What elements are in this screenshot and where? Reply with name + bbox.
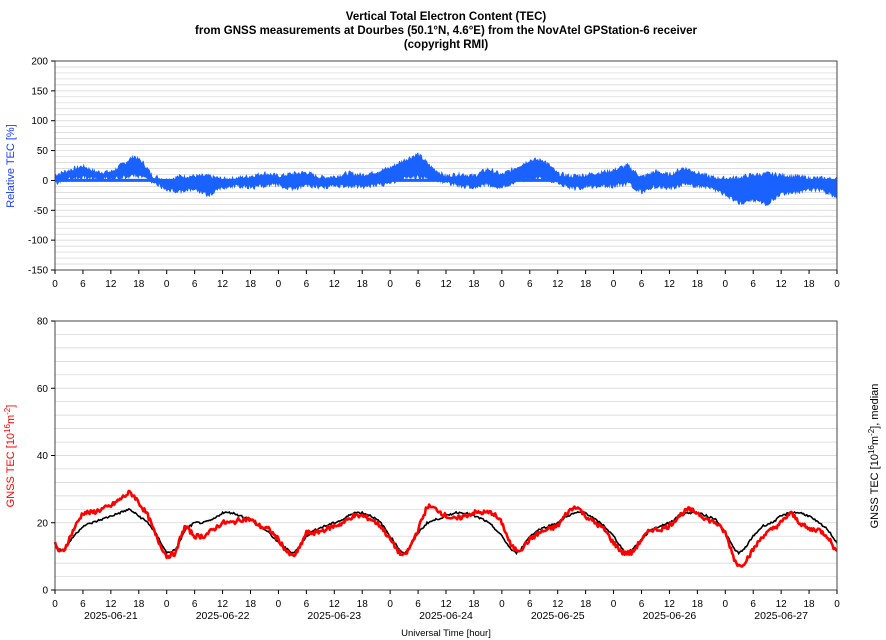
bottom-x-tick-label: 18 (468, 599, 480, 610)
top-x-tick-label: 6 (304, 279, 310, 290)
top-x-tick-label: 18 (580, 279, 592, 290)
bottom-x-tick-label: 0 (164, 599, 170, 610)
top-x-tick-label: 0 (723, 279, 729, 290)
date-label: 2025-06-21 (84, 610, 138, 622)
top-x-tick-label: 12 (664, 279, 676, 290)
date-label: 2025-06-27 (754, 610, 808, 622)
date-label: 2025-06-24 (419, 610, 473, 622)
top-x-tick-label: 18 (804, 279, 816, 290)
top-x-tick-label: 18 (357, 279, 369, 290)
top-x-tick-label: 18 (468, 279, 480, 290)
bottom-x-tick-label: 6 (192, 599, 198, 610)
top-x-tick-label: 0 (499, 279, 505, 290)
top-x-tick-label: 6 (415, 279, 421, 290)
date-label: 2025-06-23 (307, 610, 361, 622)
bottom-x-tick-label: 12 (776, 599, 788, 610)
bottom-x-tick-label: 18 (245, 599, 257, 610)
top-x-tick-label: 18 (245, 279, 257, 290)
bottom-x-tick-label: 18 (692, 599, 704, 610)
top-y-tick-label: -150 (28, 266, 48, 277)
bottom-x-tick-label: 0 (611, 599, 617, 610)
top-y-tick-label: 0 (42, 176, 48, 187)
bottom-x-tick-label: 6 (415, 599, 421, 610)
top-y-tick-label: 200 (31, 57, 48, 68)
top-x-axis: 0 6 12 18 0 6 12 18 0 6 12 18 0 6 12 18 0 6 12 18 0 6 12 18 0 6 12… (52, 270, 840, 290)
bottom-x-tick-label: 6 (80, 599, 86, 610)
top-x-tick-label: 0 (387, 279, 393, 290)
bottom-x-tick-label: 0 (499, 599, 505, 610)
chart-title-line3: (copyright RMI) (404, 39, 488, 51)
date-labels: 2025-06-21 2025-06-22 2025-06-23 2025-06-24… (84, 610, 808, 622)
gnss-tec-line (53, 489, 838, 568)
top-y-tick-label: 50 (37, 146, 49, 157)
bottom-x-tick-label: 0 (52, 599, 58, 610)
bottom-y-axis: 0 20 40 60 80 (37, 317, 55, 597)
bottom-y-axis-label: GNSS TEC [1016m-2] (3, 405, 17, 508)
date-label: 2025-06-22 (196, 610, 250, 622)
bottom-x-tick-label: 12 (105, 599, 117, 610)
top-x-tick-label: 6 (750, 279, 756, 290)
bottom-x-tick-label: 12 (217, 599, 229, 610)
top-x-tick-label: 18 (133, 279, 145, 290)
top-x-tick-label: 12 (552, 279, 564, 290)
x-axis-label: Universal Time [hour] (401, 628, 491, 639)
bottom-y-tick-label: 60 (37, 384, 49, 395)
bottom-y-tick-label: 80 (37, 317, 49, 328)
top-x-tick-label: 6 (80, 279, 86, 290)
top-x-tick-label: 6 (527, 279, 533, 290)
top-x-tick-label: 6 (192, 279, 198, 290)
bottom-y-tick-label: 0 (42, 586, 48, 597)
bottom-x-tick-label: 18 (357, 599, 369, 610)
top-x-tick-label: 6 (639, 279, 645, 290)
date-label: 2025-06-26 (643, 610, 697, 622)
date-label: 2025-06-25 (531, 610, 585, 622)
relative-tec-panel: -150 -100 -50 0 50 100 150 200 0 6 12 18 0 6 12 18 0 6 12… (5, 57, 840, 291)
bottom-y-tick-label: 40 (37, 451, 49, 462)
bottom-x-tick-label: 12 (440, 599, 452, 610)
top-y-tick-label: -100 (28, 236, 48, 247)
top-x-tick-label: 12 (776, 279, 788, 290)
bottom-x-tick-label: 6 (527, 599, 533, 610)
bottom-x-tick-label: 12 (664, 599, 676, 610)
bottom-x-tick-label: 6 (304, 599, 310, 610)
top-x-tick-label: 0 (834, 279, 840, 290)
bottom-y-tick-label: 20 (37, 518, 49, 529)
bottom-x-tick-label: 6 (750, 599, 756, 610)
top-y-tick-label: 100 (31, 116, 48, 127)
top-grid (55, 60, 837, 271)
bottom-x-tick-label: 12 (552, 599, 564, 610)
chart-title-line1: Vertical Total Electron Content (TEC) (346, 11, 547, 23)
bottom-grid (55, 320, 837, 591)
bottom-x-tick-label: 0 (387, 599, 393, 610)
chart-title-line2: from GNSS measurements at Dourbes (50.1°… (195, 25, 697, 37)
bottom-x-tick-label: 18 (580, 599, 592, 610)
top-y-tick-label: -50 (34, 206, 49, 217)
bottom-x-tick-label: 0 (834, 599, 840, 610)
bottom-x-tick-label: 18 (804, 599, 816, 610)
bottom-x-axis: 0 6 12 18 0 6 12 18 0 6 12 18 0 6 12 18 0 6 12 18 0 6 12 18 0 6 12… (52, 590, 840, 610)
bottom-x-tick-label: 12 (329, 599, 341, 610)
top-x-tick-label: 12 (217, 279, 229, 290)
bottom-x-tick-label: 18 (133, 599, 145, 610)
top-x-tick-label: 0 (52, 279, 58, 290)
top-y-axis: -150 -100 -50 0 50 100 150 200 (28, 57, 55, 277)
bottom-x-tick-label: 0 (723, 599, 729, 610)
top-y-axis-label: Relative TEC [%] (5, 124, 17, 208)
bottom-x-tick-label: 6 (639, 599, 645, 610)
top-x-tick-label: 0 (164, 279, 170, 290)
top-x-tick-label: 0 (276, 279, 282, 290)
top-x-tick-label: 12 (329, 279, 341, 290)
top-x-tick-label: 12 (440, 279, 452, 290)
top-x-tick-label: 0 (611, 279, 617, 290)
top-x-tick-label: 18 (692, 279, 704, 290)
top-x-tick-label: 12 (105, 279, 117, 290)
bottom-x-tick-label: 0 (276, 599, 282, 610)
right-y-axis-label: GNSS TEC [1016m-2], median (867, 384, 881, 529)
top-y-tick-label: 150 (31, 86, 48, 97)
